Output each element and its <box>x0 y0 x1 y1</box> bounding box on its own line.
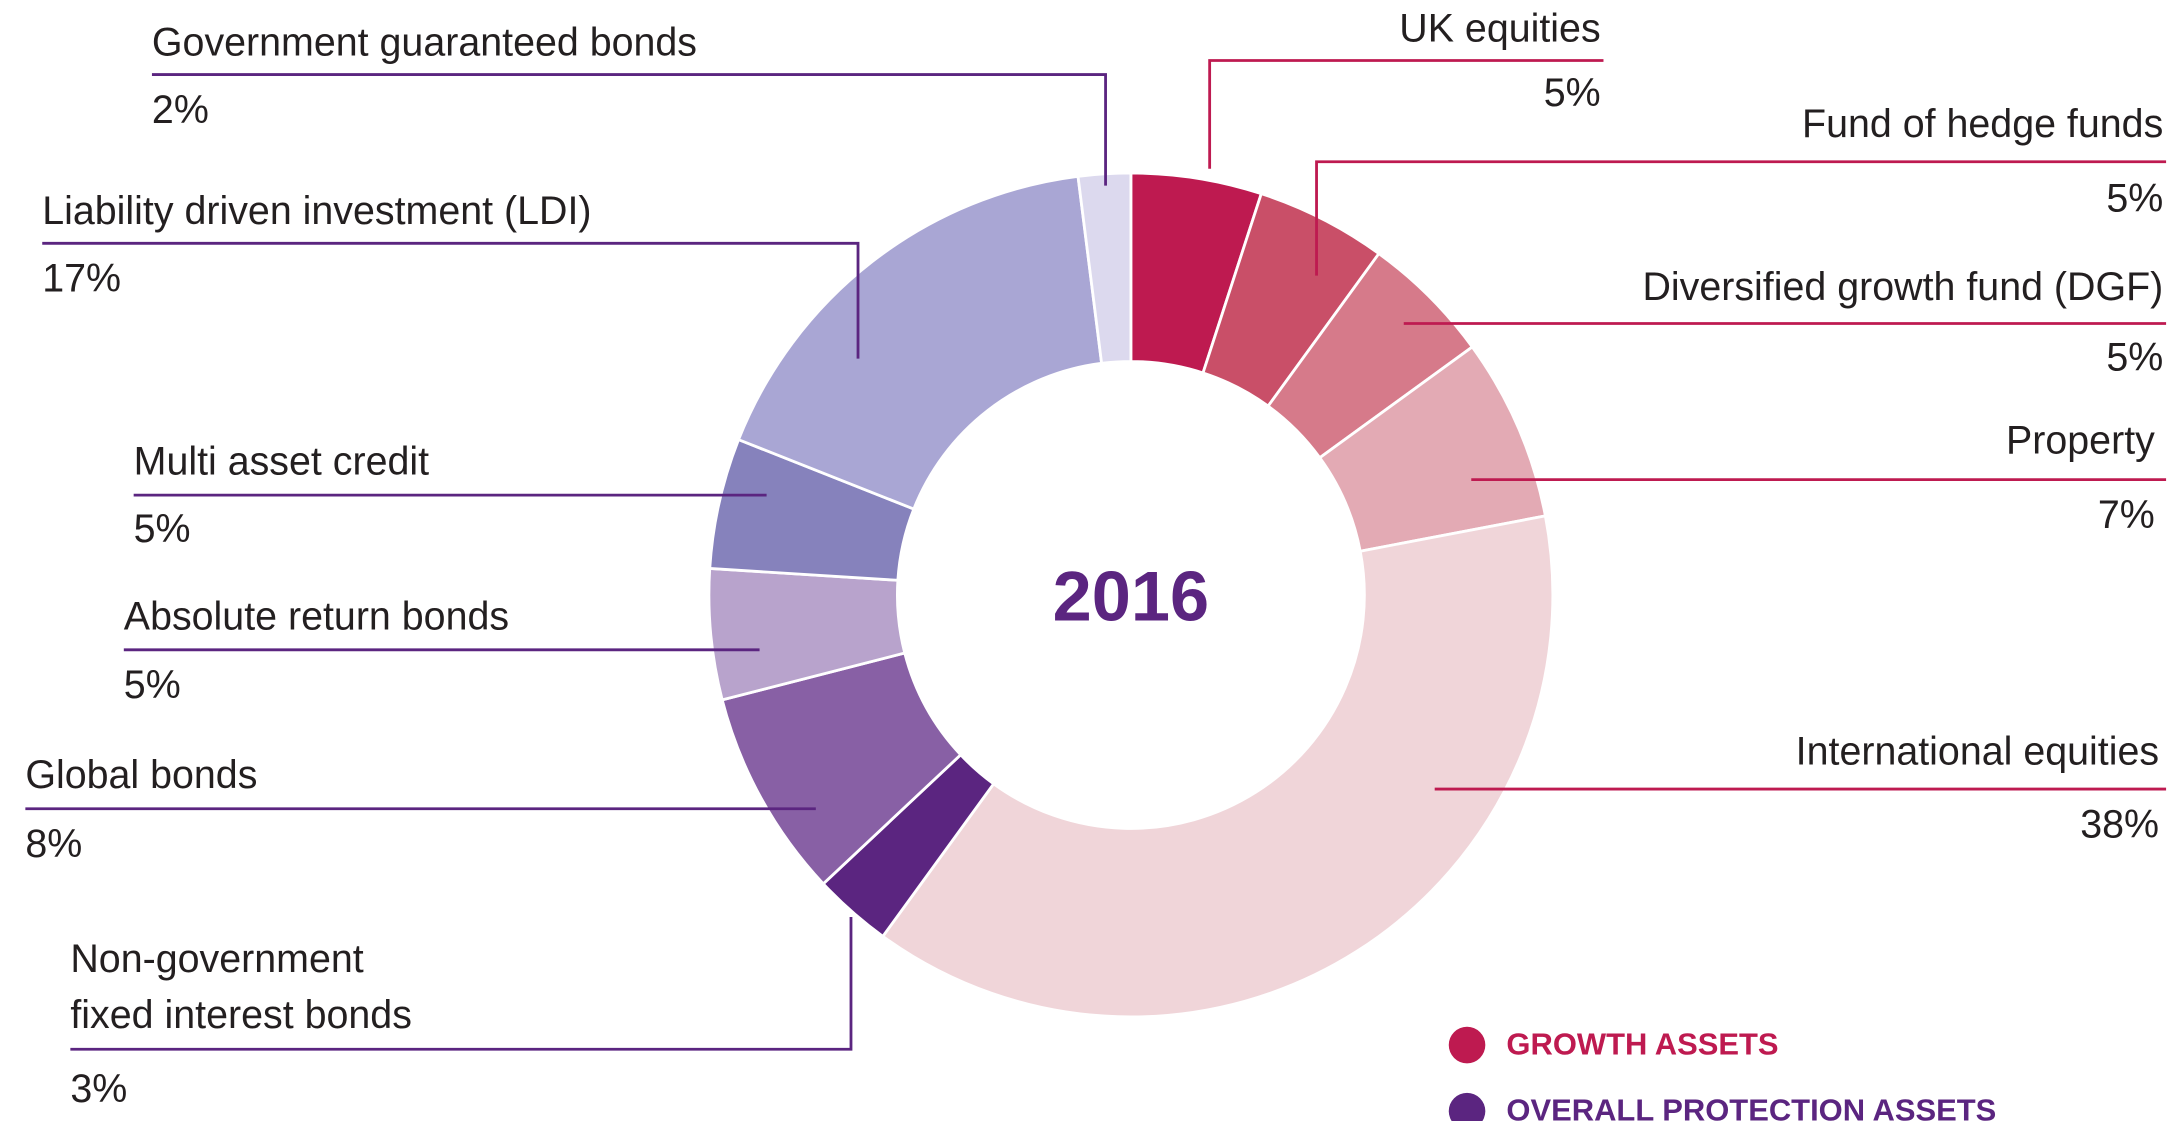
value-label: 8% <box>25 822 82 866</box>
category-label: UK equities <box>1399 6 1600 50</box>
donut-slice <box>880 514 1555 1019</box>
value-label: 7% <box>2098 493 2155 537</box>
value-label: 2% <box>152 88 209 132</box>
leader-line <box>1315 160 2167 276</box>
value-label: 3% <box>70 1067 127 1111</box>
legend-label: OVERALL PROTECTION ASSETS <box>1506 1093 1996 1121</box>
leader-line <box>42 241 860 359</box>
donut-slice <box>1076 171 1133 365</box>
label-box: Non-government fixed interest bonds <box>70 936 412 1037</box>
category-label: Government guaranteed bonds <box>152 20 697 64</box>
category-label: Non-government fixed interest bonds <box>70 936 412 1037</box>
category-label: Global bonds <box>25 753 257 797</box>
category-label: Property <box>2006 418 2155 462</box>
legend-marker <box>1448 1026 1486 1064</box>
value-label: 17% <box>42 257 121 301</box>
leader-line <box>70 917 853 1051</box>
center-label: 2016 <box>1053 557 1209 636</box>
leader-line <box>1208 59 1604 169</box>
value-label: 5% <box>124 663 181 707</box>
value-label: 5% <box>2106 177 2163 221</box>
leader-line <box>151 73 1107 186</box>
category-label: Multi asset credit <box>134 440 429 484</box>
value-label: 5% <box>2106 335 2163 379</box>
value-label: 38% <box>2080 802 2159 846</box>
legend-label: GROWTH ASSETS <box>1506 1027 1778 1062</box>
category-label: Diversified growth fund (DGF) <box>1642 265 2163 309</box>
category-label: Absolute return bonds <box>124 594 509 638</box>
category-label: Liability driven investment (LDI) <box>42 189 591 233</box>
category-label: Fund of hedge funds <box>1802 102 2163 146</box>
donut-slice <box>736 174 1104 511</box>
value-label: 5% <box>134 507 191 551</box>
value-label: 5% <box>1544 71 1601 115</box>
category-label: International equities <box>1796 729 2159 773</box>
legend-marker <box>1448 1092 1486 1121</box>
